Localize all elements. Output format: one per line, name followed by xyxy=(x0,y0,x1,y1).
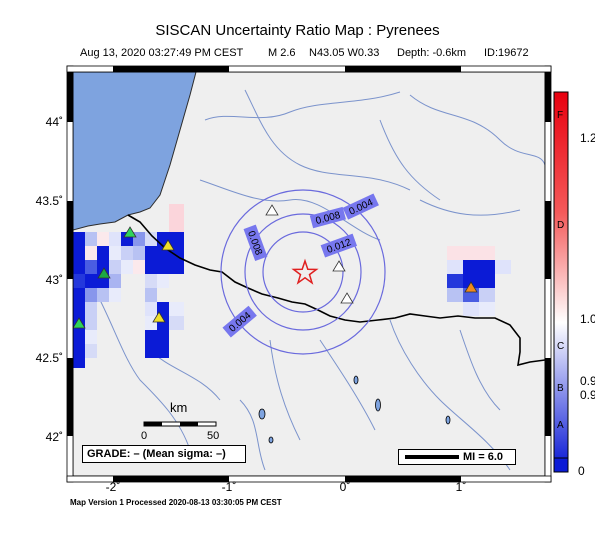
lon-label: -2˚ xyxy=(105,480,121,494)
colorbar-grade-letter: B xyxy=(557,383,564,394)
colorbar-value: 0.9 xyxy=(580,374,595,388)
lat-label: 43.5˚ xyxy=(35,194,63,208)
station-triangle[interactable] xyxy=(73,317,86,329)
stations xyxy=(73,204,478,329)
lon-label: 0˚ xyxy=(339,480,351,494)
colorbar-grade-letter: D xyxy=(557,220,565,231)
scale-bar xyxy=(143,421,217,427)
uncertainty-contours xyxy=(220,189,386,355)
lat-label: 42˚ xyxy=(45,430,63,444)
station-triangle[interactable] xyxy=(265,204,279,216)
colorbar-grade-letter: A xyxy=(557,420,564,431)
map-version-footer: Map Version 1 Processed 2020-08-13 03:30… xyxy=(70,498,282,507)
event-depth: Depth: -0.6km xyxy=(397,47,467,59)
station-triangle[interactable] xyxy=(152,311,166,323)
lat-label: 43˚ xyxy=(45,273,63,287)
event-date: Aug 13, 2020 03:27:49 PM CEST xyxy=(80,47,244,59)
sea-area xyxy=(73,72,197,231)
map-frame xyxy=(66,65,552,483)
station-triangle[interactable] xyxy=(97,267,111,279)
event-location: N43.05 W0.33 xyxy=(309,47,380,59)
lakes xyxy=(258,375,451,444)
lat-label: 44˚ xyxy=(45,115,63,129)
station-triangle[interactable] xyxy=(161,239,175,251)
epicenter-star-icon[interactable] xyxy=(291,258,319,285)
scale-start: 0 xyxy=(141,430,148,442)
scale-unit: km xyxy=(170,400,188,415)
colorbar-value: 0 xyxy=(578,464,585,478)
station-triangle[interactable] xyxy=(332,260,346,272)
colorbar-grade-letter: C xyxy=(557,341,565,352)
station-triangle[interactable] xyxy=(123,226,137,238)
colorbar-value: 0.9 xyxy=(580,388,595,402)
mi-legend: MI = 6.0 xyxy=(398,449,516,465)
lon-label: -1˚ xyxy=(221,480,237,494)
station-triangle[interactable] xyxy=(340,292,354,304)
river-network xyxy=(99,89,545,471)
scale-end: 50 xyxy=(207,430,220,442)
colorbar xyxy=(553,91,569,473)
mi-text: MI = 6.0 xyxy=(463,451,504,463)
grade-box: GRADE: – (Mean sigma: –) xyxy=(82,445,246,463)
colorbar-grade-letter: F xyxy=(557,110,564,121)
station-triangle[interactable] xyxy=(464,281,478,293)
map-title: SISCAN Uncertainty Ratio Map : Pyrenees xyxy=(155,22,440,39)
colorbar-value: 1.2 xyxy=(580,131,595,145)
event-magnitude: M 2.6 xyxy=(268,47,296,59)
mi-bar xyxy=(405,455,459,459)
colorbar-value: 1.0 xyxy=(580,312,595,326)
lat-label: 42.5˚ xyxy=(35,351,63,365)
lon-label: 1˚ xyxy=(455,480,467,494)
event-id: ID:19672 xyxy=(484,47,529,59)
